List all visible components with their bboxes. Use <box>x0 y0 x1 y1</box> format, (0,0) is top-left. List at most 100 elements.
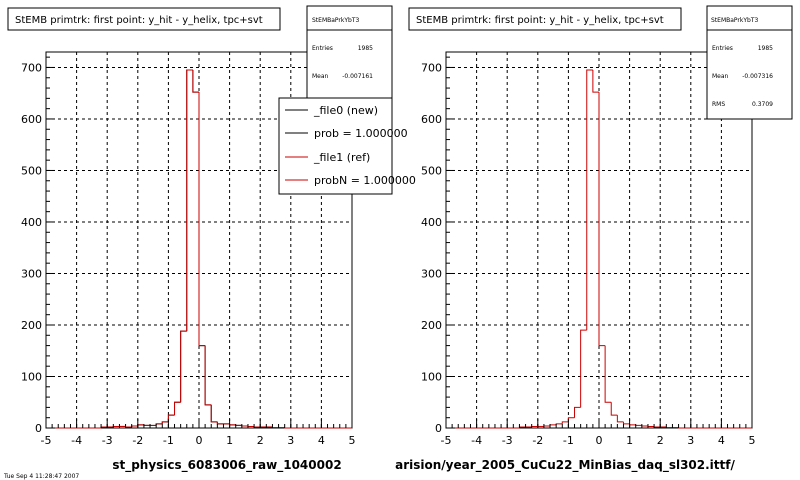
y-tick-label: 300 <box>421 267 442 280</box>
histogram-bin <box>204 345 212 406</box>
histogram-bin <box>143 424 151 426</box>
x-tick-label: 0 <box>196 434 203 447</box>
y-tick-label: 600 <box>421 113 442 126</box>
y-tick-label: 600 <box>21 113 42 126</box>
histogram-bin <box>653 426 661 428</box>
x-tick-label: -3 <box>502 434 513 447</box>
histogram-bin <box>635 424 642 426</box>
histogram-bin <box>253 426 261 428</box>
x-tick-label: 0 <box>596 434 603 447</box>
y-tick-label: 200 <box>21 319 42 332</box>
y-tick-label: 100 <box>421 370 442 383</box>
histogram-bin <box>216 421 224 425</box>
legend-label-file1: _file1 (ref) <box>313 151 370 164</box>
stats-box: StEMBaPrkYbT3 Entries 1985 Mean -0.00731… <box>706 5 793 120</box>
histogram-bin <box>616 415 624 423</box>
x-tick-label: -3 <box>102 434 113 447</box>
x-tick-labels: -5 -4 -3 -2 -1 0 1 2 3 4 5 <box>41 434 356 447</box>
stats-mean-value: -0.007161 <box>342 73 373 80</box>
stats-rms-label: RMS <box>712 101 725 108</box>
y-tick-marks <box>46 56 55 429</box>
stats-entries-label: Entries <box>712 45 733 52</box>
y-tick-label: 500 <box>421 164 442 177</box>
x-tick-marks <box>445 419 753 428</box>
histogram-bin <box>598 92 606 347</box>
histogram-bin <box>247 425 255 427</box>
x-axis-label: st_physics_6083006_raw_1040002 <box>112 458 341 473</box>
x-tick-label: -2 <box>132 434 143 447</box>
stats-header: StEMBaPrkYbT3 <box>711 17 759 24</box>
x-axis-label: arision/year_2005_CuCu22_MinBias_daq_sl3… <box>395 458 735 473</box>
x-tick-label: -4 <box>71 434 82 447</box>
chart-title: StEMB primtrk: first point: y_hit - y_he… <box>416 15 664 26</box>
x-tick-label: 4 <box>718 434 725 447</box>
histogram-bin <box>192 70 199 93</box>
y-tick-label: 500 <box>21 164 42 177</box>
histogram-bin <box>647 425 655 427</box>
stats-mean-label: Mean <box>712 73 729 80</box>
histogram-bin <box>678 427 685 429</box>
histogram-bin <box>665 426 673 428</box>
y-tick-labels: 0 100 200 300 400 500 600 700 <box>421 61 442 435</box>
histogram-bin <box>180 330 187 403</box>
x-tick-label: -1 <box>163 434 174 447</box>
x-tick-label: -2 <box>532 434 543 447</box>
histogram-bin <box>210 404 218 423</box>
x-tick-label: 5 <box>749 434 756 447</box>
x-tick-label: 1 <box>226 434 233 447</box>
histogram-bin <box>241 425 248 427</box>
histogram-bin <box>574 406 581 418</box>
legend-label-file0: _file0 (new) <box>313 104 378 117</box>
y-tick-label: 300 <box>21 267 42 280</box>
y-tick-label: 0 <box>35 422 42 435</box>
y-tick-label: 700 <box>21 61 42 74</box>
histogram-bin <box>198 92 206 347</box>
title-box: StEMB primtrk: first point: y_hit - y_he… <box>7 7 281 31</box>
stats-mean-label: Mean <box>312 73 329 80</box>
stats-mean-value: -0.007316 <box>742 73 773 80</box>
histogram-panel-left: -5 -4 -3 -2 -1 0 1 2 3 4 5 0100200300400500600700 … <box>7 5 416 473</box>
x-tick-label: 2 <box>657 434 664 447</box>
stats-entries-label: Entries <box>312 45 333 52</box>
histogram-bin <box>622 421 630 425</box>
x-tick-label: 3 <box>287 434 294 447</box>
stats-header: StEMBaPrkYbT3 <box>312 17 360 24</box>
histogram-panel-right: -5 -4 -3 -2 -1 0 1 2 3 4 5 0100200300400500600700 … <box>395 5 793 473</box>
x-tick-label: -5 <box>41 434 52 447</box>
x-tick-label: 3 <box>687 434 694 447</box>
y-tick-label: 100 <box>21 370 42 383</box>
histogram-bin <box>543 425 551 427</box>
histogram-bin <box>531 425 538 427</box>
histogram-bin <box>561 421 569 424</box>
plot-frame <box>445 51 753 429</box>
histogram-bin <box>580 329 587 408</box>
y-tick-label: 700 <box>421 61 442 74</box>
y-tick-label: 0 <box>435 422 442 435</box>
x-tick-label: -5 <box>441 434 452 447</box>
legend-label-probN: probN = 1.000000 <box>314 174 416 187</box>
legend: _file0 (new) prob = 1.000000 _file1 (ref… <box>278 97 416 195</box>
y-tick-label: 400 <box>21 216 42 229</box>
x-tick-label: 5 <box>349 434 356 447</box>
histogram-bin <box>586 69 593 331</box>
y-tick-label: 200 <box>421 319 442 332</box>
chart-title: StEMB primtrk: first point: y_hit - y_he… <box>15 15 263 26</box>
histogram-bin <box>641 425 648 427</box>
stats-entries-value: 1985 <box>758 45 773 52</box>
histogram-bin <box>161 421 169 424</box>
histogram-bin <box>284 427 291 429</box>
x-tick-label: -4 <box>471 434 482 447</box>
histogram-bin <box>112 425 120 427</box>
y-tick-marks <box>446 56 455 429</box>
x-tick-label: 4 <box>318 434 325 447</box>
legend-label-prob: prob = 1.000000 <box>314 127 408 140</box>
histogram-bin <box>604 345 612 403</box>
y-tick-label: 400 <box>421 216 442 229</box>
stats-entries-value: 1985 <box>358 45 373 52</box>
stats-rms-value: 0.3709 <box>752 101 773 108</box>
x-tick-label: 1 <box>626 434 633 447</box>
x-tick-label: -1 <box>563 434 574 447</box>
histogram-bin <box>271 426 279 428</box>
y-tick-labels: 0 100 200 300 400 500 600 700 <box>21 61 42 435</box>
